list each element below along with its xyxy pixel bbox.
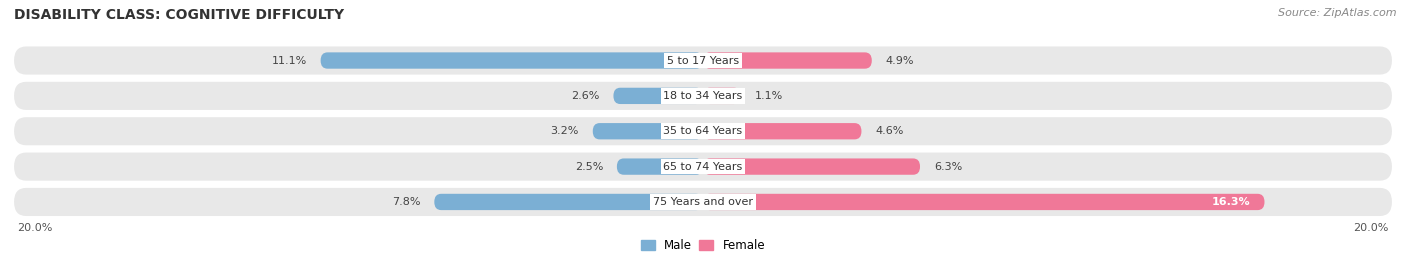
FancyBboxPatch shape [14, 188, 1392, 216]
FancyBboxPatch shape [14, 117, 1392, 145]
FancyBboxPatch shape [703, 194, 1264, 210]
FancyBboxPatch shape [593, 123, 703, 139]
Text: DISABILITY CLASS: COGNITIVE DIFFICULTY: DISABILITY CLASS: COGNITIVE DIFFICULTY [14, 8, 344, 22]
Text: 6.3%: 6.3% [934, 162, 962, 172]
Text: 1.1%: 1.1% [755, 91, 783, 101]
Text: 16.3%: 16.3% [1212, 197, 1251, 207]
FancyBboxPatch shape [14, 153, 1392, 181]
Text: 4.6%: 4.6% [875, 126, 904, 136]
Text: 11.1%: 11.1% [271, 56, 307, 66]
Text: 35 to 64 Years: 35 to 64 Years [664, 126, 742, 136]
FancyBboxPatch shape [434, 194, 703, 210]
FancyBboxPatch shape [703, 123, 862, 139]
Text: Source: ZipAtlas.com: Source: ZipAtlas.com [1278, 8, 1396, 18]
FancyBboxPatch shape [703, 158, 920, 175]
Text: 65 to 74 Years: 65 to 74 Years [664, 162, 742, 172]
Text: 3.2%: 3.2% [551, 126, 579, 136]
FancyBboxPatch shape [703, 52, 872, 69]
Text: 7.8%: 7.8% [392, 197, 420, 207]
FancyBboxPatch shape [321, 52, 703, 69]
Text: 20.0%: 20.0% [17, 223, 53, 233]
Text: 2.5%: 2.5% [575, 162, 603, 172]
Legend: Male, Female: Male, Female [636, 235, 770, 257]
FancyBboxPatch shape [703, 88, 741, 104]
Text: 2.6%: 2.6% [571, 91, 599, 101]
Text: 5 to 17 Years: 5 to 17 Years [666, 56, 740, 66]
Text: 20.0%: 20.0% [1353, 223, 1389, 233]
Text: 4.9%: 4.9% [886, 56, 914, 66]
FancyBboxPatch shape [14, 46, 1392, 75]
FancyBboxPatch shape [617, 158, 703, 175]
FancyBboxPatch shape [14, 82, 1392, 110]
FancyBboxPatch shape [613, 88, 703, 104]
Text: 18 to 34 Years: 18 to 34 Years [664, 91, 742, 101]
Text: 75 Years and over: 75 Years and over [652, 197, 754, 207]
